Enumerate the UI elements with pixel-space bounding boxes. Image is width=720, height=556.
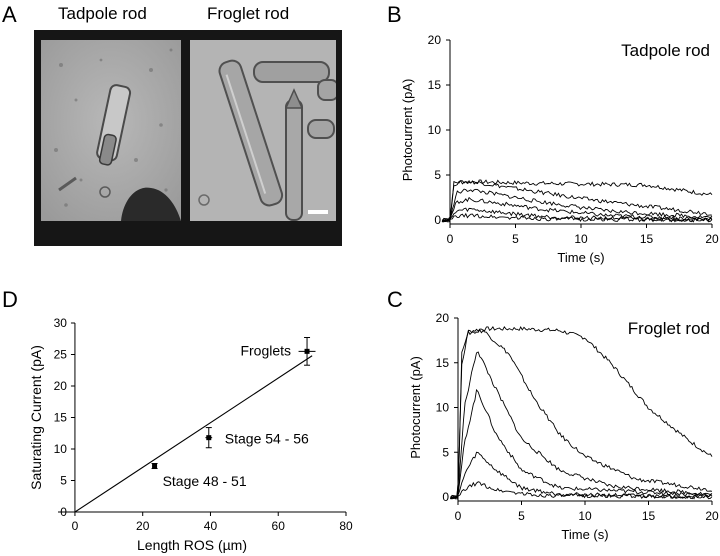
- x-tick-label: 5: [512, 232, 519, 246]
- photocurrent-trace-6: [449, 481, 713, 500]
- x-tick-label: 80: [339, 519, 353, 533]
- photocurrent-trace-2: [441, 180, 713, 223]
- y-tick-label: 5: [60, 474, 67, 488]
- y-tick-label: 20: [428, 33, 442, 47]
- micrograph-frame: [34, 30, 342, 246]
- panel-label-b: B: [387, 2, 402, 27]
- y-tick-label: 10: [436, 401, 450, 415]
- chart-title: Tadpole rod: [621, 41, 710, 60]
- x-tick-label: 15: [640, 232, 654, 246]
- chart-title: Froglet rod: [628, 319, 710, 338]
- data-point: [304, 348, 310, 354]
- x-tick-label: 5: [518, 509, 525, 523]
- x-tick-label: 20: [136, 519, 150, 533]
- photocurrent-trace-2: [450, 329, 713, 500]
- y-axis-label: Photocurrent (pA): [400, 79, 415, 182]
- froglet-rod-image-label: Froglet rod: [207, 4, 290, 23]
- data-point: [152, 463, 158, 469]
- x-tick-label: 10: [574, 232, 588, 246]
- froglet-rod-micrograph: [190, 40, 336, 221]
- x-tick-label: 0: [455, 509, 462, 523]
- photocurrent-trace-3: [441, 188, 713, 223]
- photocurrent-trace-1: [450, 325, 713, 500]
- x-tick-label: 0: [447, 232, 454, 246]
- x-tick-label: 20: [705, 232, 719, 246]
- y-tick-label: 0: [434, 213, 441, 227]
- photocurrent-trace-6: [441, 212, 713, 223]
- y-tick-label: 20: [54, 379, 68, 393]
- x-axis-label: Time (s): [557, 250, 604, 265]
- y-tick-label: 10: [54, 442, 68, 456]
- panel-label-a: A: [2, 2, 17, 27]
- y-tick-label: 15: [436, 356, 450, 370]
- y-tick-label: 10: [428, 123, 442, 137]
- y-tick-label: 30: [54, 316, 68, 330]
- x-tick-label: 60: [272, 519, 286, 533]
- fit-line: [74, 355, 313, 513]
- panel-label-d: D: [2, 287, 18, 312]
- x-tick-label: 10: [578, 509, 592, 523]
- tadpole-rod-image-label: Tadpole rod: [58, 4, 147, 23]
- point-label: Froglets: [240, 342, 291, 358]
- photocurrent-trace-5: [450, 451, 713, 500]
- x-tick-label: 0: [72, 519, 79, 533]
- y-tick-label: 5: [442, 445, 449, 459]
- x-axis-label: Length ROS (µm): [137, 537, 247, 553]
- y-tick-label: 15: [54, 411, 68, 425]
- data-point: [206, 435, 212, 441]
- x-tick-label: 40: [204, 519, 218, 533]
- y-tick-label: 0: [442, 490, 449, 504]
- y-tick-label: 25: [54, 348, 68, 362]
- tadpole-rod-micrograph: [41, 40, 181, 221]
- x-axis-label: Time (s): [561, 527, 608, 542]
- y-axis-label: Saturating Current (pA): [28, 345, 44, 490]
- x-tick-label: 20: [705, 509, 719, 523]
- point-label: Stage 54 - 56: [225, 431, 309, 447]
- y-tick-label: 15: [428, 78, 442, 92]
- point-label: Stage 48 - 51: [163, 473, 247, 489]
- photocurrent-trace-3: [450, 351, 713, 501]
- x-tick-label: 15: [642, 509, 656, 523]
- y-tick-label: 0: [60, 505, 67, 519]
- y-axis-label: Photocurrent (pA): [408, 356, 423, 459]
- photocurrent-trace-1: [442, 179, 713, 223]
- y-tick-label: 20: [436, 311, 450, 325]
- panel-label-c: C: [387, 287, 403, 312]
- photocurrent-trace-5: [441, 207, 713, 223]
- y-tick-label: 5: [434, 168, 441, 182]
